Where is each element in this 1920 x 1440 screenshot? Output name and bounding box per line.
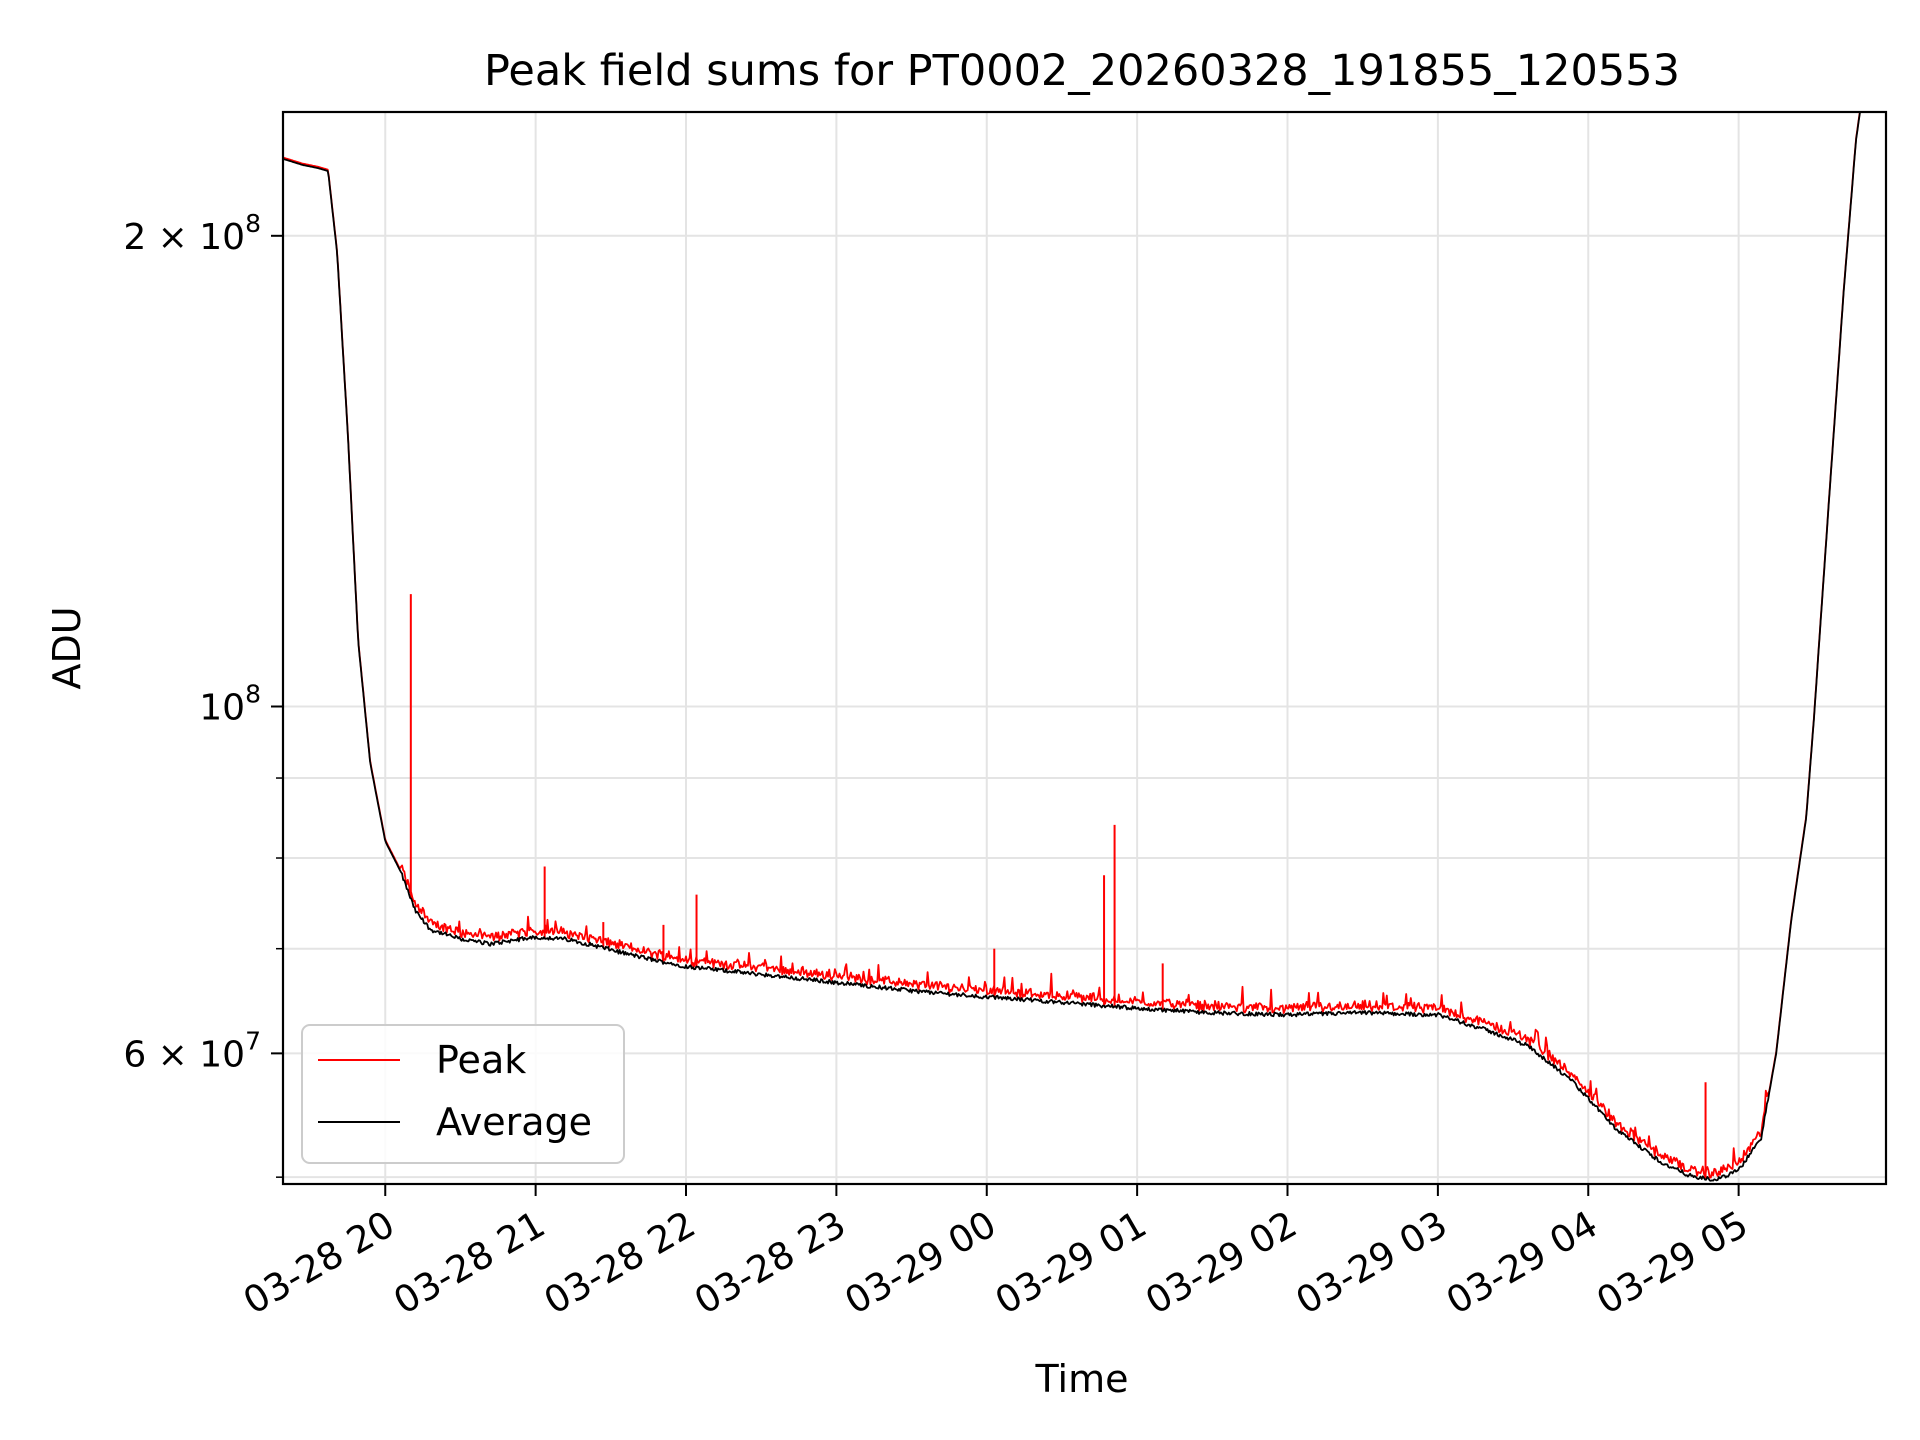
y-tick-base: 10	[199, 1034, 245, 1075]
y-tick-mantissa: 2	[123, 217, 146, 258]
y-tick-exponent: 8	[245, 209, 261, 238]
peak-series-line	[283, 112, 1861, 1179]
chart-title: Peak field sums for PT0002_20260328_1918…	[484, 46, 1680, 96]
legend: Peak Average	[301, 1024, 625, 1164]
average-series-line	[283, 112, 1861, 1182]
y-tick-mantissa: 6	[123, 1034, 146, 1075]
y-tick-base: 10	[199, 687, 245, 728]
y-tick-base: 10	[199, 217, 245, 258]
y-tick-times: ×	[146, 217, 199, 258]
peak-spikes	[409, 594, 1707, 1179]
plot-series	[283, 112, 1861, 1182]
legend-peak-label: Peak	[436, 1038, 526, 1082]
grid	[283, 112, 1886, 1184]
plot-frame	[281, 110, 1888, 1186]
y-tick-label: 2 × 108	[123, 209, 261, 258]
legend-average-label: Average	[436, 1100, 592, 1144]
x-axis-label: Time	[1035, 1357, 1129, 1401]
y-tick-label: 6 × 107	[123, 1026, 261, 1075]
y-tick-label: 108	[199, 679, 261, 728]
y-tick-times: ×	[146, 1034, 199, 1075]
y-tick-exponent: 7	[245, 1026, 261, 1055]
y-axis-label: ADU	[45, 606, 89, 689]
y-tick-exponent: 8	[245, 679, 261, 708]
